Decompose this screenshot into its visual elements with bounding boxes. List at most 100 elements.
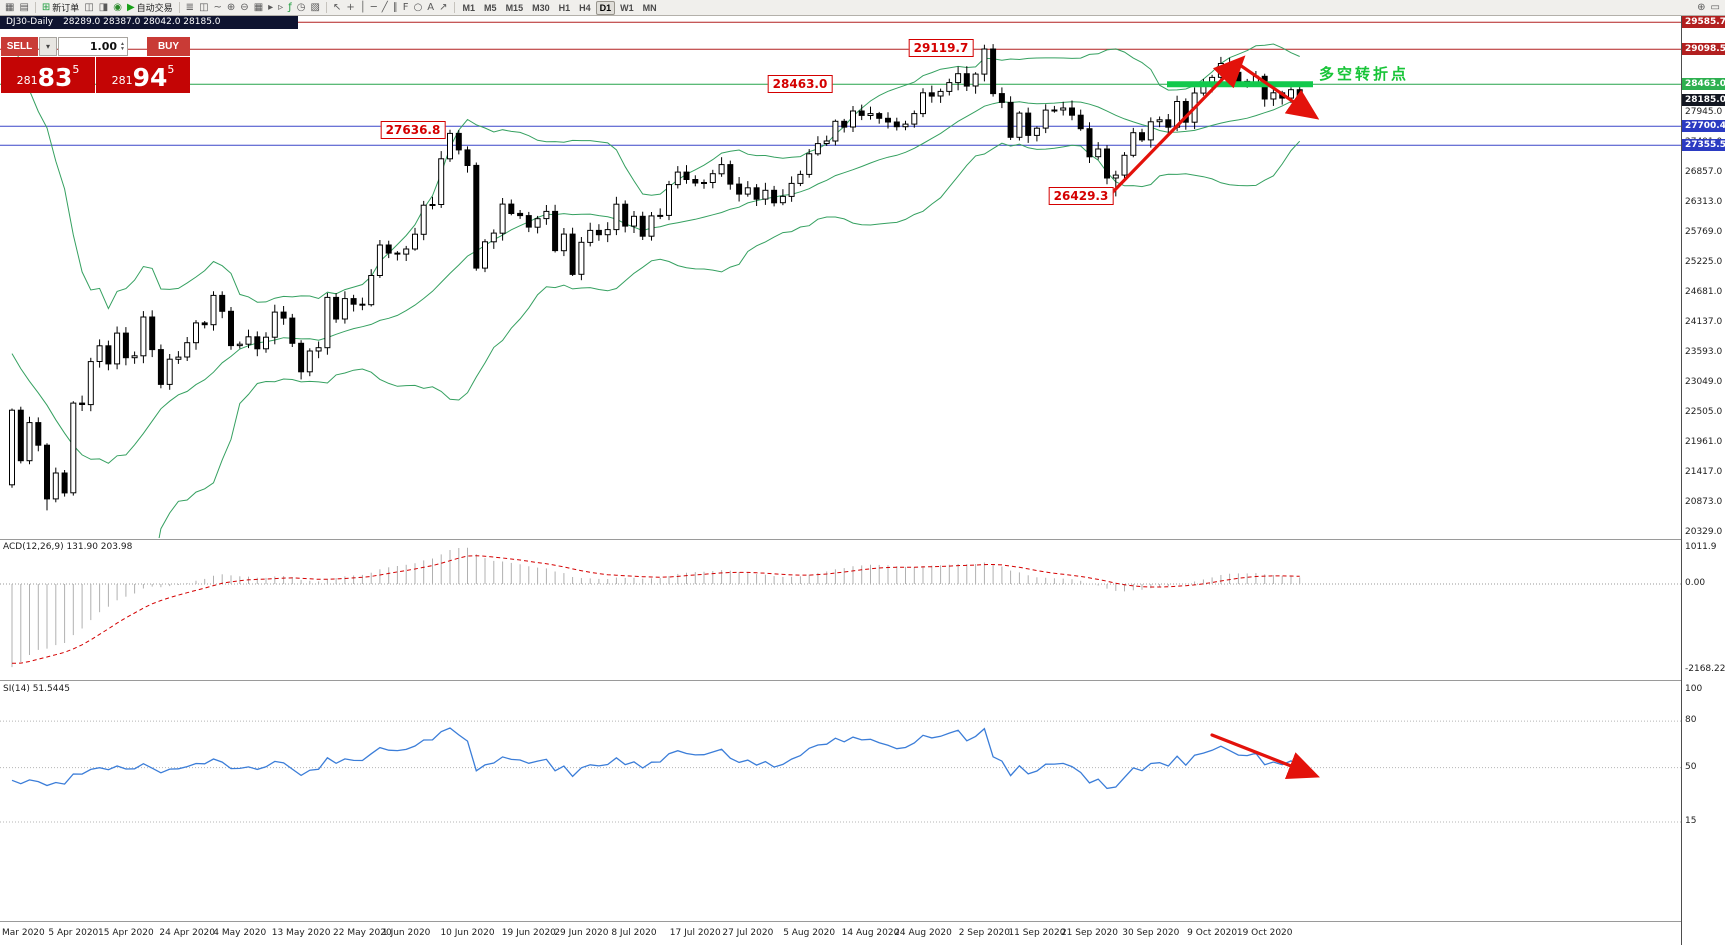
crosshair-icon[interactable]: +	[344, 1, 356, 15]
bar-chart-icon: ≣	[185, 1, 195, 13]
timeframe-d1-button[interactable]: D1	[595, 0, 616, 15]
crosshair-icon: +	[346, 1, 355, 13]
zoom-in-icon: ⊕	[226, 1, 236, 13]
cursor-icon: ↖	[332, 1, 342, 13]
zoom-out-icon[interactable]: ⊖	[238, 1, 250, 15]
new-order-button[interactable]: ⊞ 新订单	[40, 1, 81, 15]
date-label: 2 Sep 2020	[958, 928, 1011, 938]
date-label: 1 Jun 2020	[381, 928, 431, 938]
horizontal-line-icon[interactable]: ─	[369, 1, 379, 15]
chart-shift-icon: ▹	[278, 1, 284, 13]
price-callout[interactable]: 29119.7	[908, 39, 974, 57]
indicators-icon[interactable]: ƒ	[286, 1, 294, 15]
price-tick: 21417.0	[1685, 466, 1723, 477]
timeframe-mn-button[interactable]: MN	[642, 2, 657, 13]
window-zoom-icon[interactable]: ⊕	[1695, 1, 1707, 15]
fibonacci-icon[interactable]: F	[401, 1, 411, 15]
price-tick: 27945.0	[1685, 106, 1723, 117]
rsi-panel-splitter[interactable]	[0, 680, 1725, 681]
date-label: 5 Apr 2020	[48, 928, 99, 938]
chart-shift-icon[interactable]: ▹	[276, 1, 285, 15]
equidistant-channel-icon[interactable]: ∥	[391, 1, 400, 15]
volume-input[interactable]: 1.00 ▲ ▼	[58, 37, 128, 56]
price-tick: 25769.0	[1685, 226, 1723, 237]
toolbar-separator	[178, 2, 180, 13]
buy-price-box[interactable]: 281 94 5	[96, 57, 190, 93]
timeframe-m5-button[interactable]: M5	[484, 2, 497, 13]
price-tick: 21961.0	[1685, 436, 1723, 447]
toolbar: ▦ ▤ ⊞ 新订单 ◫ ◨ ◉ ▶ 自动交易 ≣ ◫ ~ ⊕ ⊖ ▦ ▸ ▹ ƒ ◷ ▧ ↖ + │ ─ ╱ ∥ F ○ A ↗ M1 M5 M…	[0, 0, 1725, 16]
timeframe-m15-button[interactable]: M15	[505, 2, 524, 13]
periods-icon[interactable]: ◷	[295, 1, 308, 15]
new-chart-icon[interactable]: ▦	[3, 1, 16, 15]
equidistant-channel-icon: ∥	[392, 1, 398, 13]
cursor-icon[interactable]: ↖	[331, 1, 343, 15]
bar-chart-icon[interactable]: ≣	[184, 1, 196, 15]
market-watch-icon[interactable]: ◫	[82, 1, 95, 15]
price-callout[interactable]: 27636.8	[380, 120, 446, 139]
sell-button[interactable]: SELL	[1, 37, 38, 56]
window-zoom-icon: ⊕	[1697, 1, 1706, 13]
volume-decrease-button[interactable]: ▼	[120, 45, 125, 52]
rsi-axis-label: 15	[1685, 816, 1697, 826]
trendline-icon: ╱	[381, 1, 388, 13]
buy-price-big-digits: 94	[132, 63, 168, 92]
macd-axis-min: -2168.22	[1685, 664, 1725, 674]
arrow-tools-icon[interactable]: ↗	[437, 1, 449, 15]
price-tag: 28185.0	[1682, 93, 1725, 106]
sell-price-box[interactable]: 281 83 5	[1, 57, 95, 93]
price-tick: 25225.0	[1685, 256, 1723, 267]
horizontal-lines[interactable]	[0, 21, 1681, 146]
chart-profiles-icon[interactable]: ▤	[17, 1, 30, 15]
timeframe-h1-button[interactable]: H1	[558, 2, 571, 13]
vertical-line-icon[interactable]: │	[358, 1, 368, 15]
tile-windows-icon[interactable]: ▦	[252, 1, 265, 15]
candle-chart-icon[interactable]: ◫	[197, 1, 210, 15]
line-chart-icon[interactable]: ~	[212, 1, 224, 15]
data-window-icon[interactable]: ◨	[97, 1, 110, 15]
timeframe-m1-button[interactable]: M1	[462, 2, 476, 13]
sell-price-big-digits: 83	[37, 63, 73, 92]
shapes-icon[interactable]: ○	[412, 1, 425, 15]
new-order-icon: ⊞	[41, 1, 51, 13]
macd-signal-line	[11, 555, 1300, 664]
date-label: Mar 2020	[2, 928, 45, 938]
timeframe-h4-button[interactable]: H4	[579, 2, 591, 13]
timeframe-w1-button[interactable]: W1	[620, 2, 634, 13]
trendline-icon[interactable]: ╱	[380, 1, 390, 15]
date-label: 24 Aug 2020	[894, 928, 952, 938]
templates-icon[interactable]: ▧	[308, 1, 321, 15]
indicators-icon: ƒ	[288, 1, 292, 13]
macd-panel-splitter[interactable]	[0, 539, 1725, 540]
zoom-out-icon: ⊖	[240, 1, 249, 13]
candlesticks	[9, 44, 1303, 511]
chart-canvas[interactable]	[0, 16, 1681, 945]
rsi-axis-label: 80	[1685, 715, 1697, 726]
price-callout[interactable]: 28463.0	[767, 75, 833, 94]
volume-value: 1.00	[89, 40, 118, 53]
autotrade-button[interactable]: ▶ 自动交易	[125, 1, 175, 15]
price-callout[interactable]: 26429.3	[1048, 187, 1114, 206]
buy-price-prefix: 281	[111, 74, 133, 87]
volume-increase-button[interactable]: ▲	[120, 40, 125, 47]
alerts-icon[interactable]: ◉	[111, 1, 124, 15]
order-type-dropdown[interactable]: ▾	[39, 37, 57, 56]
chevron-down-icon: ▾	[45, 42, 50, 51]
text-label-icon[interactable]: A	[425, 1, 436, 15]
panel-toggle-icon: ▭	[1710, 1, 1720, 13]
zoom-in-icon[interactable]: ⊕	[225, 1, 237, 15]
auto-scroll-icon: ▸	[268, 1, 274, 13]
alerts-icon: ◉	[113, 1, 122, 13]
date-label: 10 Jun 2020	[440, 928, 495, 938]
price-tick: 20873.0	[1685, 496, 1723, 507]
buy-button[interactable]: BUY	[147, 37, 190, 56]
panel-toggle-icon[interactable]: ▭	[1709, 1, 1722, 15]
macd-axis-max: 1011.9	[1685, 542, 1717, 552]
date-label: 24 Apr 2020	[159, 928, 216, 938]
turning-point-label[interactable]: 多空转折点	[1319, 66, 1410, 83]
auto-scroll-icon[interactable]: ▸	[266, 1, 275, 15]
trend-arrows[interactable]	[1106, 55, 1320, 780]
timeframe-m30-button[interactable]: M30	[532, 2, 550, 13]
periods-icon: ◷	[296, 1, 306, 13]
one-click-trading-panel: SELL ▾ 1.00 ▲ ▼ BUY 281 83 5 281 94 5	[1, 37, 190, 93]
